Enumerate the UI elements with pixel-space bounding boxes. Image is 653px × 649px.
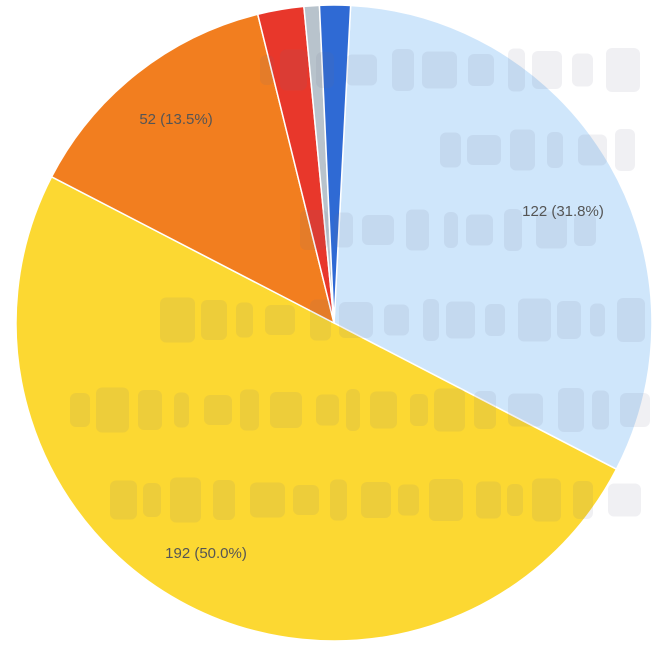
pie-slice-5	[318, 4, 352, 324]
pie-slices	[15, 4, 653, 642]
print-through-stroke	[608, 483, 641, 517]
slice-label-0: 122 (31.8%)	[522, 203, 604, 220]
pie-slice-1	[15, 175, 618, 642]
print-through-stroke	[572, 53, 593, 87]
slice-label-2: 52 (13.5%)	[139, 111, 212, 128]
slice-label-1: 192 (50.0%)	[165, 545, 247, 562]
print-through-stroke	[615, 129, 635, 171]
slice-labels: 122 (31.8%) 192 (50.0%) 52 (13.5%)	[139, 111, 604, 562]
print-through-stroke	[606, 48, 640, 92]
pie-slice-2	[50, 13, 336, 325]
pie-slice-0	[333, 4, 653, 471]
